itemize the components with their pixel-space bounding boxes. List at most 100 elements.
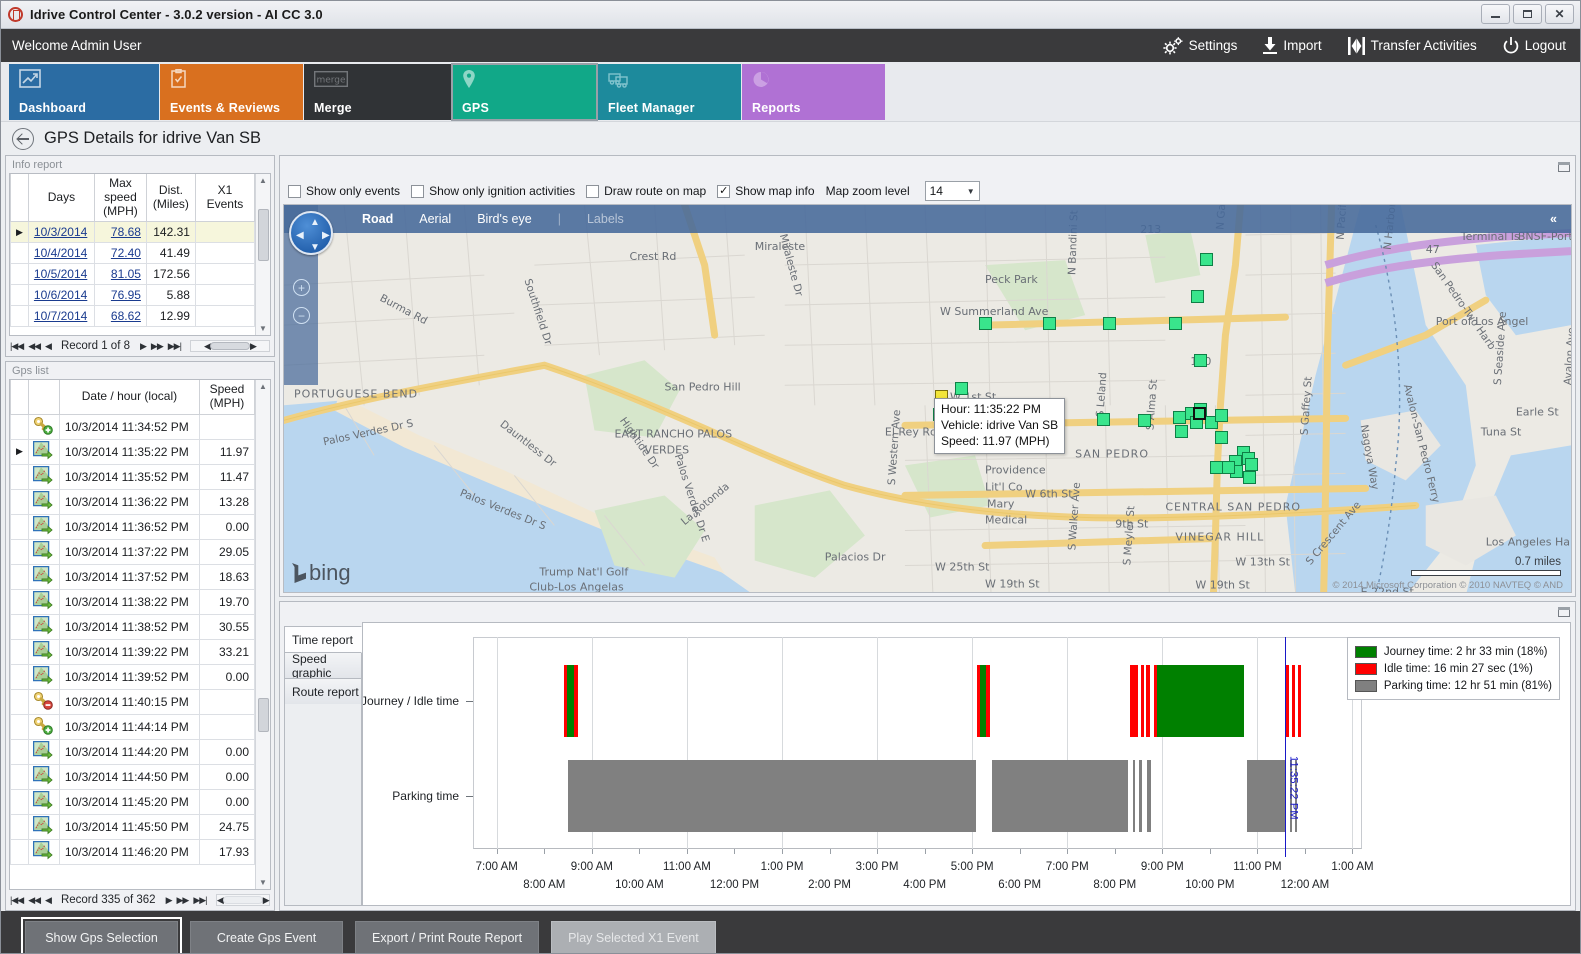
nav-tile-events-reviews[interactable]: Events & Reviews (160, 64, 303, 120)
prev-record-button[interactable]: ◀ (45, 340, 52, 351)
nav-tile-fleet-manager[interactable]: Fleet Manager (598, 64, 741, 120)
pan-left-icon[interactable]: ◀ (296, 230, 304, 241)
map-mode-birds-eye[interactable]: Bird's eye (477, 212, 532, 226)
list-item[interactable]: 10/3/2014 11:35:52 PM 11.47 (10, 463, 255, 490)
prev-record-button[interactable]: ◀ (45, 894, 52, 905)
table-row[interactable]: 10/4/2014 72.40 41.49 (10, 242, 255, 265)
list-item[interactable]: 10/3/2014 11:44:20 PM 0.00 (10, 738, 255, 765)
next-page-button[interactable]: ▶▶ (150, 340, 164, 351)
gps-marker[interactable] (1043, 317, 1057, 331)
nav-tile-reports[interactable]: Reports (742, 64, 885, 120)
gps-marker[interactable] (1097, 413, 1111, 427)
prev-page-button[interactable]: ◀◀ (28, 894, 41, 905)
info-report-vertical-scrollbar[interactable]: ▲ ▼ (255, 174, 270, 335)
chart-restore-icon[interactable] (1558, 607, 1570, 617)
gps-marker[interactable] (1193, 407, 1207, 421)
tab-speed-graphic[interactable]: Speed graphic (284, 652, 362, 680)
back-arrow-icon[interactable] (12, 127, 34, 150)
checkbox-box[interactable] (411, 184, 425, 198)
map-mode-road[interactable]: Road (362, 212, 394, 226)
list-item[interactable]: 10/3/2014 11:39:22 PM 33.21 (10, 638, 255, 665)
map-restore-icon[interactable] (1558, 162, 1570, 172)
show-map-info-checkbox[interactable]: ✓ Show map info (717, 184, 815, 198)
cell-max-speed[interactable]: 72.40 (93, 242, 147, 265)
scroll-up-icon[interactable]: ▲ (259, 176, 267, 185)
logout-button[interactable]: Logout (1503, 37, 1566, 54)
cell-max-speed[interactable]: 76.95 (93, 284, 147, 307)
col-indicator[interactable] (10, 174, 29, 223)
list-item[interactable]: 10/3/2014 11:44:50 PM 0.00 (10, 763, 255, 790)
settings-button[interactable]: Settings (1163, 36, 1237, 55)
gps-marker[interactable] (1194, 353, 1208, 367)
gps-marker[interactable] (1215, 409, 1229, 423)
list-item[interactable]: 10/3/2014 11:39:52 PM 0.00 (10, 663, 255, 690)
list-item[interactable]: 10/3/2014 11:36:22 PM 13.28 (10, 488, 255, 515)
list-item[interactable]: 10/3/2014 11:38:52 PM 30.55 (10, 613, 255, 640)
table-row[interactable]: 10/5/2014 81.05 172.56 (10, 263, 255, 286)
first-record-button[interactable]: |◀◀ (10, 894, 24, 905)
checkbox-box[interactable] (586, 184, 600, 198)
import-button[interactable]: Import (1263, 37, 1322, 54)
col-max-speed[interactable]: Max speed (MPH) (93, 174, 147, 223)
pan-right-icon[interactable]: ▶ (322, 230, 330, 241)
nav-tile-dashboard[interactable]: Dashboard (9, 64, 159, 120)
hscroll-left-icon[interactable]: ◀ (216, 894, 224, 905)
info-report-horizontal-scrollbar[interactable]: ◀ ▶ (189, 340, 270, 352)
table-row[interactable]: 10/7/2014 68.62 12.99 (10, 305, 255, 328)
list-item[interactable]: 10/3/2014 11:45:20 PM 0.00 (10, 788, 255, 815)
maximize-button[interactable] (1513, 4, 1542, 24)
show-only-events-checkbox[interactable]: Show only events (288, 184, 400, 198)
hscrollbar-thumb[interactable] (209, 342, 250, 350)
list-item[interactable]: 10/3/2014 11:40:15 PM (10, 688, 255, 715)
nav-tile-merge[interactable]: merge Merge (304, 64, 451, 120)
scrollbar-thumb[interactable] (257, 697, 269, 732)
map-view[interactable]: Miraleste Crest Rd 213 Peck Park W Summe… (283, 204, 1572, 593)
gps-marker[interactable] (979, 317, 993, 331)
table-row[interactable]: 10/6/2014 76.95 5.88 (10, 284, 255, 307)
scrollbar-thumb[interactable] (257, 208, 269, 261)
cell-max-speed[interactable]: 81.05 (93, 263, 147, 286)
cell-day[interactable]: 10/5/2014 (27, 263, 95, 286)
next-record-button[interactable]: ▶ (165, 894, 173, 905)
transfer-activities-button[interactable]: Transfer Activities (1347, 36, 1477, 55)
map-zoom-level-select[interactable]: 14 ▼ (924, 181, 980, 201)
cell-max-speed[interactable]: 68.62 (93, 305, 147, 328)
gps-marker[interactable] (1138, 414, 1152, 428)
hscrollbar-thumb[interactable] (222, 896, 263, 904)
map-bar-collapse-icon[interactable]: « (1550, 212, 1557, 226)
col-datetime[interactable]: Date / hour (local) (58, 380, 200, 415)
list-item[interactable]: 10/3/2014 11:36:52 PM 0.00 (10, 513, 255, 540)
tab-time-report[interactable]: Time report (284, 626, 362, 653)
gps-marker[interactable] (1191, 290, 1205, 304)
first-record-button[interactable]: |◀◀ (10, 340, 24, 351)
col-x1-events[interactable]: X1 Events (194, 174, 255, 223)
cell-day[interactable]: 10/4/2014 (27, 242, 95, 265)
gps-marker[interactable] (1215, 431, 1229, 445)
col-speed[interactable]: Speed (MPH) (198, 380, 255, 415)
scroll-up-icon[interactable]: ▲ (259, 382, 267, 391)
list-item[interactable]: 10/3/2014 11:37:52 PM 18.63 (10, 563, 255, 590)
hscroll-right-icon[interactable]: ▶ (249, 340, 257, 351)
map-zoom-out-icon[interactable]: − (293, 307, 310, 324)
list-item[interactable]: ▶ 10/3/2014 11:35:22 PM 11.97 (10, 438, 255, 465)
gps-marker[interactable] (1169, 317, 1183, 331)
map-zoom-in-icon[interactable]: + (293, 279, 310, 296)
play-selected-x1-event-button[interactable]: Play Selected X1 Event (551, 921, 716, 953)
list-item[interactable]: 10/3/2014 11:38:22 PM 19.70 (10, 588, 255, 615)
last-record-button[interactable]: ▶▶| (193, 894, 207, 905)
last-record-button[interactable]: ▶▶| (167, 340, 182, 351)
list-item[interactable]: 10/3/2014 11:37:22 PM 29.05 (10, 538, 255, 565)
show-only-ignition-checkbox[interactable]: Show only ignition activities (411, 184, 575, 198)
list-item[interactable]: 10/3/2014 11:44:14 PM (10, 713, 255, 740)
map-pan-control[interactable]: ▲ ▼ ◀ ▶ (289, 211, 333, 255)
pan-down-icon[interactable]: ▼ (310, 242, 320, 253)
hscroll-left-icon[interactable]: ◀ (204, 340, 211, 351)
gps-list-vertical-scrollbar[interactable]: ▲ ▼ (255, 380, 270, 889)
pan-up-icon[interactable]: ▲ (310, 217, 320, 228)
list-item[interactable]: 10/3/2014 11:46:20 PM 17.93 (10, 838, 255, 865)
chevron-down-icon[interactable]: ▼ (966, 186, 975, 196)
next-page-button[interactable]: ▶▶ (176, 894, 190, 905)
col-dist[interactable]: Dist. (Miles) (145, 174, 196, 223)
cell-max-speed[interactable]: 78.68 (93, 221, 147, 244)
col-icon[interactable] (27, 380, 60, 415)
